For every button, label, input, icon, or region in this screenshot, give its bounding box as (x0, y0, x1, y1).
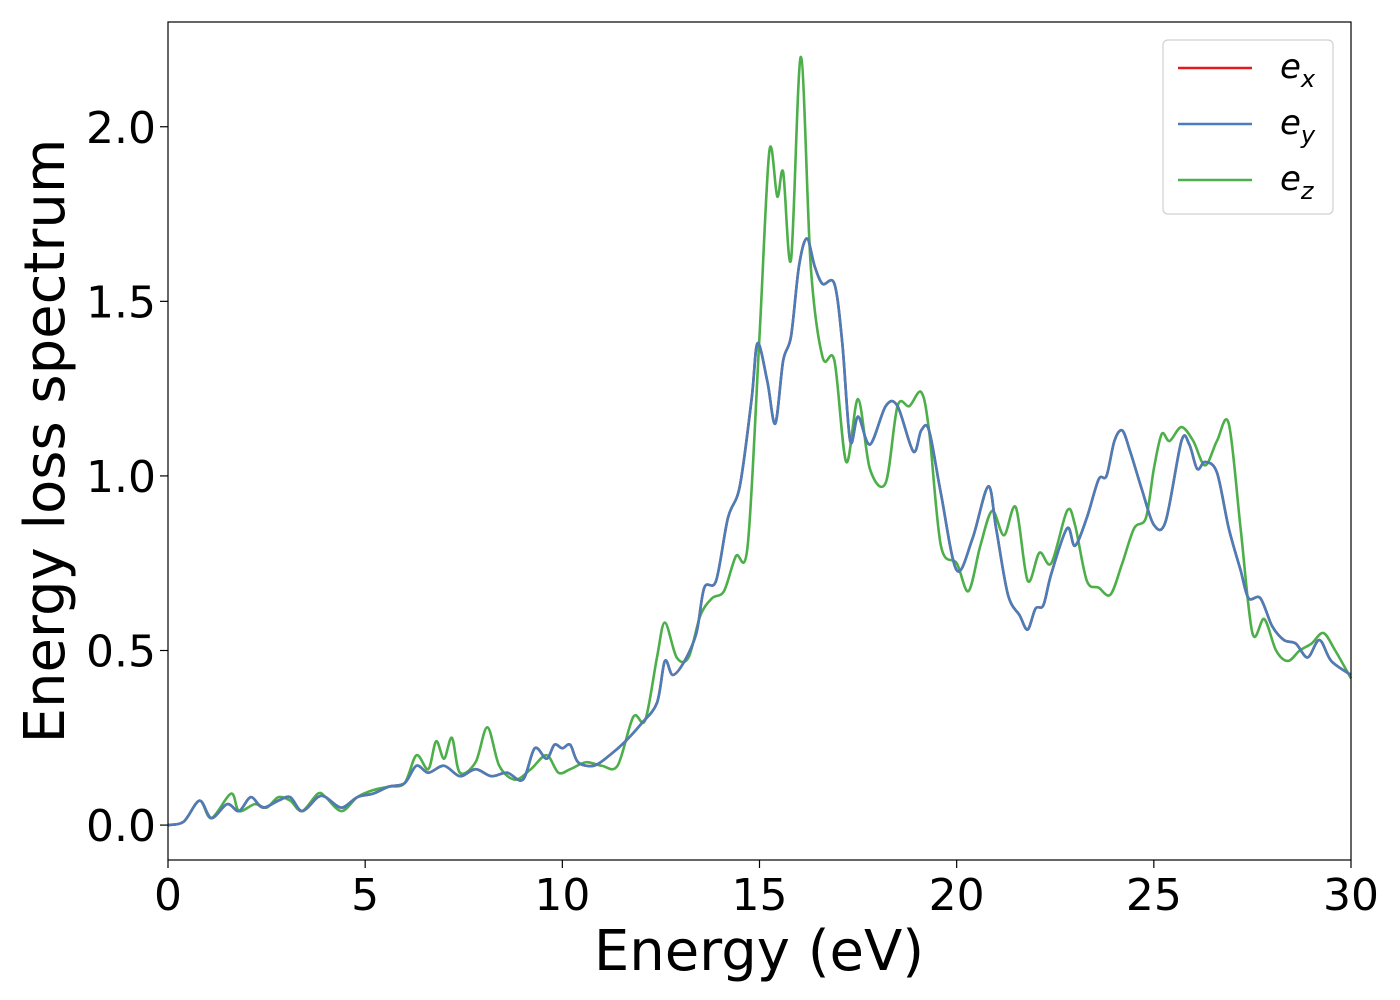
y-axis-label: Energy loss spectrum (13, 139, 78, 744)
x-tick-label: 15 (732, 870, 788, 921)
y-tick-label: 0.5 (86, 627, 156, 678)
x-axis-label: Energy (eV) (594, 919, 924, 984)
y-axis: 0.0 0.5 1.0 1.5 2.0 (86, 103, 168, 852)
legend-label-z: ez (1280, 159, 1315, 205)
legend-label-x: ex (1280, 47, 1316, 93)
legend-label-base: e (1280, 159, 1301, 199)
y-tick-label: 1.5 (86, 277, 156, 328)
x-tick-label: 5 (351, 870, 379, 921)
legend-label-subscript: y (1300, 121, 1316, 149)
legend-label-base: e (1280, 103, 1301, 143)
x-tick-label: 10 (534, 870, 590, 921)
legend-label-subscript: z (1300, 177, 1315, 205)
x-axis: 0 5 10 15 20 25 30 (154, 860, 1379, 921)
x-tick-label: 25 (1126, 870, 1182, 921)
legend-label-y: ey (1280, 103, 1316, 149)
x-tick-label: 20 (929, 870, 985, 921)
legend-label-subscript: x (1300, 65, 1316, 93)
series-layer (167, 55, 1353, 827)
y-tick-label: 2.0 (86, 103, 156, 154)
x-tick-label: 30 (1323, 870, 1379, 921)
y-tick-label: 0.0 (86, 801, 156, 852)
legend-label-base: e (1280, 47, 1301, 87)
y-tick-label: 1.0 (86, 452, 156, 503)
x-tick-label: 0 (154, 870, 182, 921)
legend-box (1162, 39, 1334, 215)
series-line-y (167, 237, 1352, 827)
